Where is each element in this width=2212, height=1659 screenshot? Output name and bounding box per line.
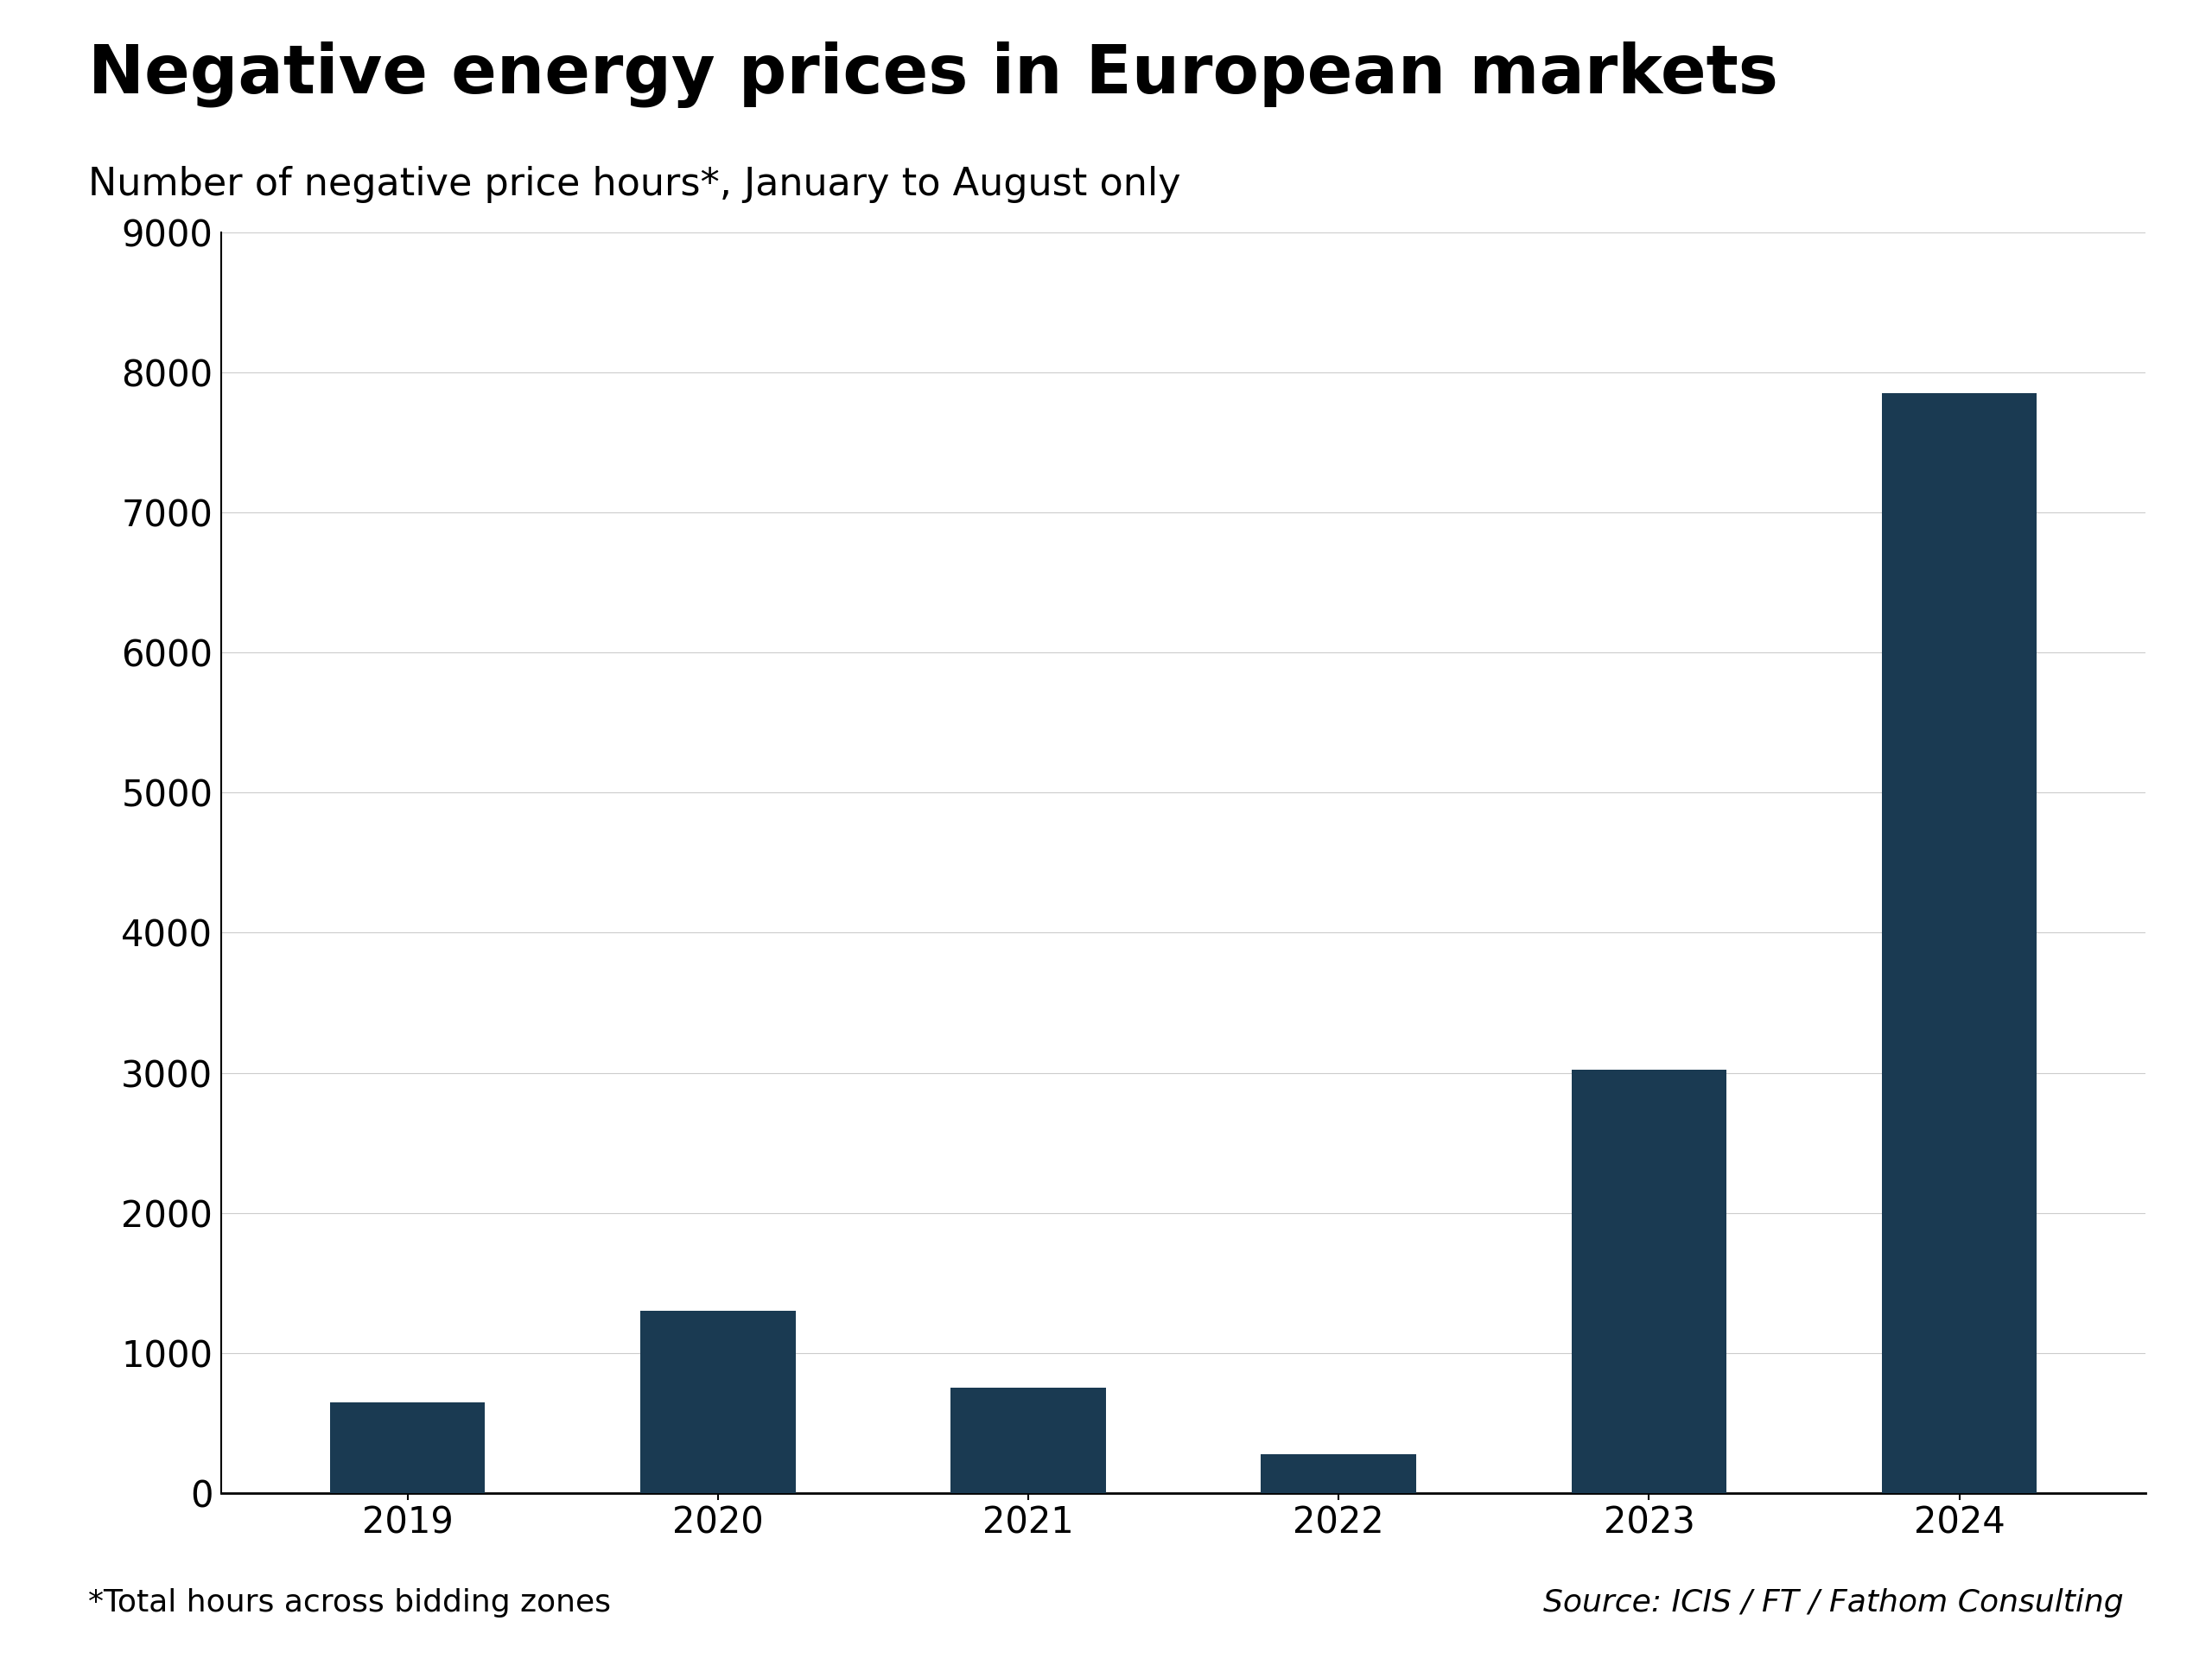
- Bar: [639, 1311, 796, 1493]
- Bar: [330, 1402, 484, 1493]
- Text: Negative energy prices in European markets: Negative energy prices in European marke…: [88, 41, 1778, 108]
- Text: *Total hours across bidding zones: *Total hours across bidding zones: [88, 1588, 611, 1618]
- Bar: [1571, 1070, 1728, 1493]
- Bar: [951, 1389, 1106, 1493]
- Text: Number of negative price hours*, January to August only: Number of negative price hours*, January…: [88, 166, 1181, 202]
- Text: Source: ICIS / FT / Fathom Consulting: Source: ICIS / FT / Fathom Consulting: [1544, 1588, 2124, 1618]
- Bar: [1261, 1455, 1416, 1493]
- Bar: [1882, 393, 2037, 1493]
